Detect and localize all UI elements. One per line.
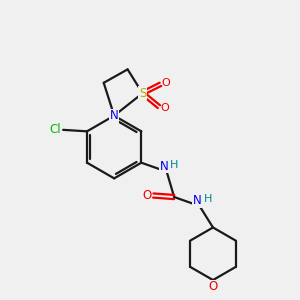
Text: H: H — [204, 194, 213, 204]
Text: O: O — [143, 189, 152, 202]
Text: N: N — [110, 109, 118, 122]
Text: N: N — [193, 194, 202, 207]
Text: N: N — [160, 160, 169, 173]
Text: H: H — [170, 160, 179, 170]
Text: O: O — [160, 103, 169, 113]
Text: Cl: Cl — [50, 123, 62, 136]
Text: S: S — [139, 87, 146, 100]
Text: O: O — [208, 280, 217, 293]
Text: O: O — [161, 78, 170, 88]
